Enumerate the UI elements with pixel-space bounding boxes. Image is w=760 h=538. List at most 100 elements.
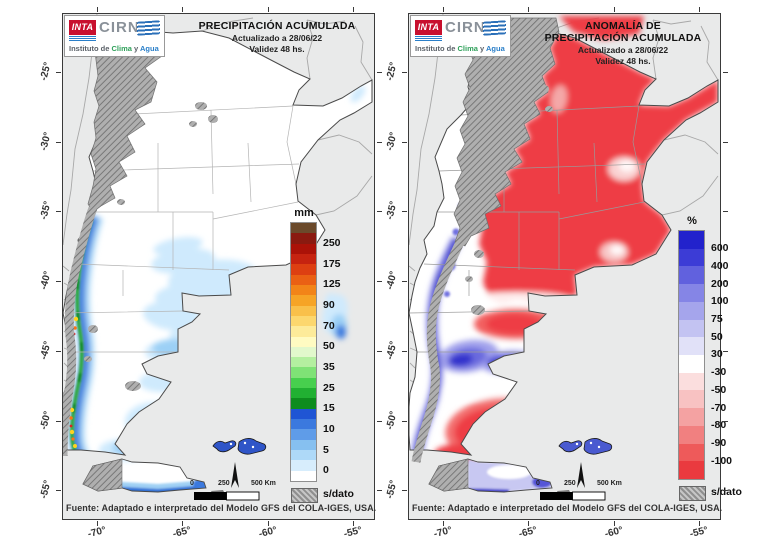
y-axis-tick: [56, 211, 61, 212]
institute-label: Instituto de Clima y Agua: [415, 44, 505, 53]
y-axis-tick: [56, 421, 61, 422]
inta-logo-mark: INTA: [415, 20, 442, 35]
x-axis-tick-top: [614, 7, 615, 12]
anomaly-map-graphic: [409, 14, 720, 519]
legend-units-title: mm: [294, 207, 314, 219]
x-axis-tick: [97, 521, 98, 526]
scale-bar-label: 0: [536, 480, 540, 487]
legend-color-cell: [291, 243, 316, 255]
legend-value-label: 90: [323, 299, 335, 312]
argentina-landmass: [63, 31, 372, 455]
legend-value-label: 30: [711, 348, 723, 361]
legend-nodata-label: s/dato: [323, 488, 354, 500]
x-axis-tick: [699, 521, 700, 526]
map-title-block: PRECIPITACIÓN ACUMULADA Actualizado a 28…: [186, 20, 368, 54]
map-validity: Validez 48 hs.: [595, 56, 651, 66]
north-arrow-icon: [577, 462, 585, 488]
precipitation-map-graphic: [63, 14, 374, 519]
x-axis-tick: [182, 521, 183, 526]
legend-color-cell: [679, 461, 704, 480]
inta-stripes-icon: [69, 36, 96, 42]
y-axis-tick: [56, 281, 61, 282]
legend-color-cell: [291, 419, 316, 430]
legend-color-cell: [291, 346, 316, 358]
legend-units-title: %: [687, 215, 697, 227]
legend-color-cell: [291, 315, 316, 327]
malvinas-islands: [212, 438, 267, 455]
no-data-region: [411, 17, 560, 492]
x-axis-tick: [353, 521, 354, 526]
y-axis-tick: [402, 211, 407, 212]
inta-logo-mark: INTA: [69, 20, 96, 35]
legend-color-cell: [679, 425, 704, 445]
legend-color-cell: [679, 248, 704, 267]
anomaly-map-panel: INTA CIRN Instituto de Clima y Agua ANOM…: [408, 13, 742, 520]
malvinas-islands: [558, 438, 613, 455]
map-validity: Validez 48 hs.: [249, 44, 305, 54]
legend-color-cell: [679, 301, 704, 321]
scale-bar: [540, 491, 606, 501]
y-axis-label: -55°: [38, 479, 54, 500]
clima-agua-flag-icon: [483, 20, 506, 36]
inta-label: INTA: [417, 22, 440, 32]
source-note: Fuente: Adaptado e interpretado del Mode…: [66, 503, 377, 513]
legend-color-cell: [679, 319, 704, 338]
legend-color-cell: [291, 357, 316, 368]
y-axis-tick: [56, 72, 61, 73]
y-axis-tick-right: [723, 421, 728, 422]
x-axis-tick-top: [528, 7, 529, 12]
scale-bar: [194, 491, 260, 501]
legend-value-label: 175: [323, 257, 341, 270]
y-axis-label: -55°: [384, 479, 400, 500]
legend-color-cell: [679, 284, 704, 303]
legend-color-cell: [291, 233, 316, 245]
legend-value-label: 250: [323, 237, 341, 250]
legend-value-label: 125: [323, 278, 341, 291]
legend-value-label: -30: [711, 366, 727, 379]
legend-nodata-swatch: [291, 488, 318, 503]
y-axis-tick-right: [723, 72, 728, 73]
legend-color-cell: [679, 231, 704, 250]
legend-value-label: 75: [711, 313, 723, 326]
legend-color-cell: [291, 326, 316, 337]
y-axis-tick-right: [723, 211, 728, 212]
y-axis-tick-right: [377, 142, 382, 143]
inta-stripes-icon: [415, 36, 442, 42]
y-axis-tick: [402, 421, 407, 422]
legend-color-cell: [291, 450, 316, 461]
x-axis-tick-top: [353, 7, 354, 12]
precipitation-map-panel: INTA CIRN Instituto de Clima y Agua PREC…: [62, 13, 377, 520]
map-title-block: ANOMALÍA DE PRECIPITACIÓN ACUMULADA Actu…: [532, 20, 714, 66]
argentina-border: [409, 30, 719, 456]
legend-value-label: 10: [323, 422, 335, 435]
red-anomaly-north: [471, 31, 718, 304]
map-updated: Actualizado a 28/06/22: [577, 45, 669, 55]
y-axis-label: -45°: [384, 340, 400, 361]
y-axis-tick-right: [377, 72, 382, 73]
map-title-line1: ANOMALÍA DE: [585, 20, 661, 32]
y-axis-label: -30°: [384, 131, 400, 152]
cirn-label: CIRN: [445, 19, 486, 36]
x-axis-tick: [268, 521, 269, 526]
legend-color-cell: [291, 388, 316, 399]
legend-value-label: 35: [323, 360, 335, 373]
x-axis-tick-top: [443, 7, 444, 12]
x-axis-tick: [528, 521, 529, 526]
legend-color-cell: [679, 266, 704, 285]
y-axis-label: -30°: [38, 131, 54, 152]
y-axis-tick: [402, 490, 407, 491]
y-axis-tick-right: [723, 351, 728, 352]
x-axis-tick-top: [268, 7, 269, 12]
y-axis-tick-right: [377, 421, 382, 422]
y-axis-label: -50°: [38, 410, 54, 431]
legend-value-label: 200: [711, 277, 729, 290]
legend-value-label: 25: [323, 381, 335, 394]
legend-value-label: -50: [711, 383, 727, 396]
inta-label: INTA: [71, 22, 94, 32]
x-axis-tick: [614, 521, 615, 526]
legend-value-label: 15: [323, 402, 335, 415]
legend-value-label: 0: [323, 464, 329, 477]
red-anomaly-top-spill: [559, 16, 644, 40]
legend-nodata-swatch: [679, 485, 706, 501]
